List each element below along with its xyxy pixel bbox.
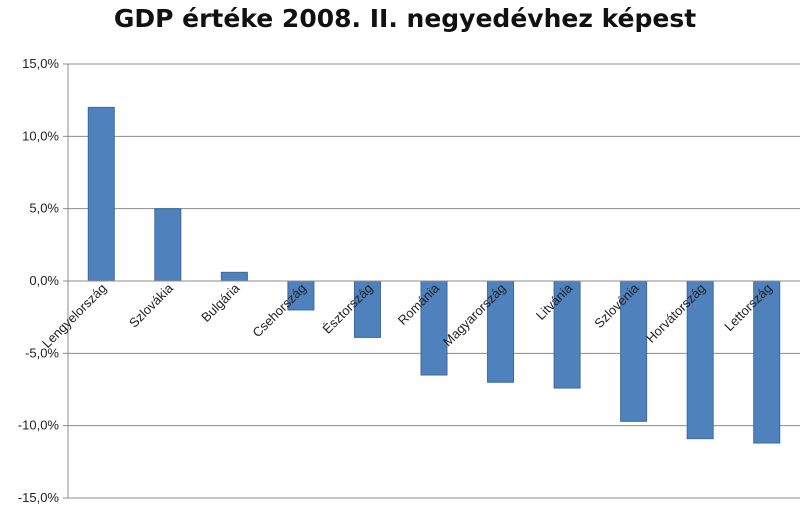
bar (87, 106, 115, 282)
y-tick-label: -10,0% (18, 418, 60, 433)
bar (620, 280, 648, 422)
bar (154, 208, 182, 282)
bar (553, 280, 581, 389)
bar (753, 280, 781, 444)
x-tick-label: Szlovákia (126, 280, 176, 330)
axes (63, 63, 800, 499)
y-tick-label: -15,0% (18, 490, 60, 505)
y-tick-label: -5,0% (25, 345, 59, 360)
bar (487, 280, 515, 383)
bar (686, 280, 714, 440)
y-tick-label: 5,0% (29, 201, 59, 216)
bar (420, 280, 448, 376)
x-tick-label: Lengyelország (39, 281, 109, 351)
y-tick-label: 10,0% (22, 128, 59, 143)
y-tick-label: 15,0% (22, 56, 59, 71)
y-tick-label: 0,0% (29, 273, 59, 288)
bar (220, 271, 248, 282)
chart-title: GDP értéke 2008. II. negyedévhez képest (113, 4, 697, 33)
bars (87, 106, 781, 444)
x-tick-label: Bulgária (198, 280, 243, 325)
